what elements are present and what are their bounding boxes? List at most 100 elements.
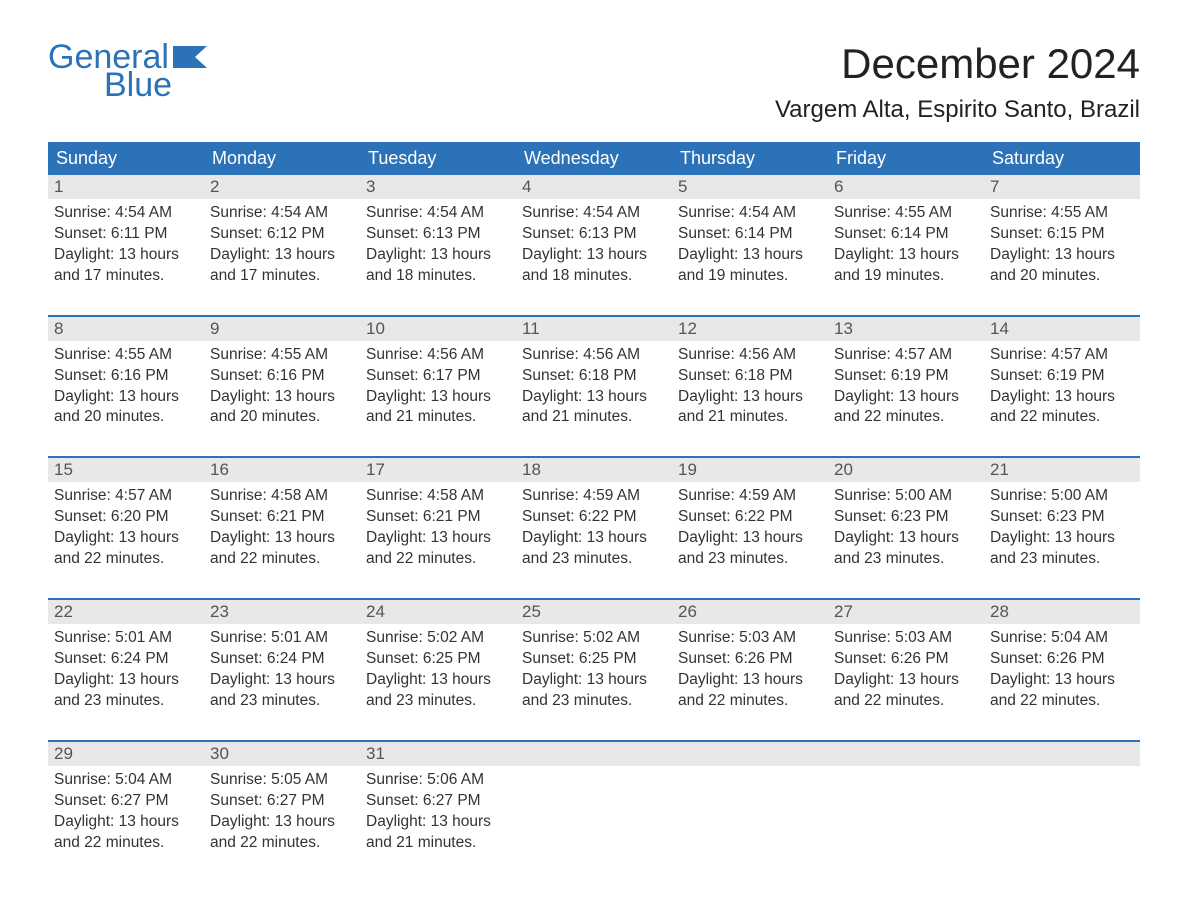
daylight-text-line1: Daylight: 13 hours	[834, 387, 976, 408]
sunset-text: Sunset: 6:26 PM	[834, 649, 976, 670]
daylight-text-line1: Daylight: 13 hours	[210, 670, 352, 691]
day-cell: Sunrise: 5:01 AMSunset: 6:24 PMDaylight:…	[48, 624, 204, 718]
weekday-label: Tuesday	[360, 142, 516, 175]
day-cell: Sunrise: 4:54 AMSunset: 6:12 PMDaylight:…	[204, 199, 360, 293]
day-cell: Sunrise: 5:00 AMSunset: 6:23 PMDaylight:…	[828, 482, 984, 576]
day-cell: Sunrise: 4:58 AMSunset: 6:21 PMDaylight:…	[204, 482, 360, 576]
sunset-text: Sunset: 6:13 PM	[366, 224, 508, 245]
daylight-text-line1: Daylight: 13 hours	[54, 387, 196, 408]
logo-word-blue: Blue	[48, 68, 221, 102]
day-number: 24	[360, 600, 516, 624]
day-number: 2	[204, 175, 360, 199]
day-number: 3	[360, 175, 516, 199]
sunrise-text: Sunrise: 5:01 AM	[54, 628, 196, 649]
day-number-row: 293031	[48, 742, 1140, 766]
day-cell: Sunrise: 4:55 AMSunset: 6:16 PMDaylight:…	[48, 341, 204, 435]
sunset-text: Sunset: 6:25 PM	[366, 649, 508, 670]
daylight-text-line2: and 21 minutes.	[678, 407, 820, 428]
day-number: 31	[360, 742, 516, 766]
day-cells-row: Sunrise: 4:57 AMSunset: 6:20 PM Daylight:…	[48, 482, 1140, 576]
weekday-label: Saturday	[984, 142, 1140, 175]
day-cell: Sunrise: 4:56 AMSunset: 6:18 PMDaylight:…	[516, 341, 672, 435]
day-cell: Sunrise: 4:55 AMSunset: 6:14 PMDaylight:…	[828, 199, 984, 293]
sunrise-text: Sunrise: 5:06 AM	[366, 770, 508, 791]
daylight-text-line2: and 23 minutes.	[678, 549, 820, 570]
daylight-text-line2: and 23 minutes.	[522, 549, 664, 570]
day-cell: Sunrise: 5:02 AMSunset: 6:25 PMDaylight:…	[360, 624, 516, 718]
page-header: General Blue December 2024 Vargem Alta, …	[48, 40, 1140, 124]
daylight-text-line1: Daylight: 13 hours	[54, 812, 196, 833]
day-cell: Sunrise: 5:05 AMSunset: 6:27 PMDaylight:…	[204, 766, 360, 860]
day-number: 4	[516, 175, 672, 199]
daylight-text-line2: and 23 minutes.	[366, 691, 508, 712]
sunset-text: Sunset: 6:27 PM	[366, 791, 508, 812]
daylight-text-line2: and 18 minutes.	[366, 266, 508, 287]
day-number: 19	[672, 458, 828, 482]
sunrise-text: Sunrise: 4:56 AM	[366, 345, 508, 366]
sunset-text: Sunset: 6:18 PM	[522, 366, 664, 387]
sunset-text: Sunset: 6:26 PM	[990, 649, 1132, 670]
daylight-text-line1: Daylight: 13 hours	[678, 528, 820, 549]
daylight-text-line1: Daylight: 13 hours	[210, 812, 352, 833]
calendar-week: 1234567Sunrise: 4:54 AMSunset: 6:11 PMDa…	[48, 175, 1140, 293]
daylight-text-line2: and 22 minutes.	[990, 691, 1132, 712]
sunset-text: Sunset: 6:24 PM	[210, 649, 352, 670]
day-number: 7	[984, 175, 1140, 199]
day-cell	[672, 766, 828, 860]
day-number: 27	[828, 600, 984, 624]
day-cell: Sunrise: 4:57 AMSunset: 6:19 PMDaylight:…	[984, 341, 1140, 435]
day-number: 26	[672, 600, 828, 624]
weekday-label: Monday	[204, 142, 360, 175]
sunset-text: Sunset: 6:27 PM	[54, 791, 196, 812]
sunset-text: Sunset: 6:20 PM	[54, 507, 196, 528]
day-cell: Sunrise: 5:04 AMSunset: 6:27 PMDaylight:…	[48, 766, 204, 860]
sunset-text: Sunset: 6:17 PM	[366, 366, 508, 387]
day-cell: Sunrise: 5:00 AMSunset: 6:23 PMDaylight:…	[984, 482, 1140, 576]
day-cell: Sunrise: 4:58 AMSunset: 6:21 PMDaylight:…	[360, 482, 516, 576]
day-cell: Sunrise: 4:59 AMSunset: 6:22 PMDaylight:…	[516, 482, 672, 576]
day-number: 14	[984, 317, 1140, 341]
daylight-text-line1: Daylight: 13 hours	[366, 670, 508, 691]
day-number: 12	[672, 317, 828, 341]
daylight-text-line1: Daylight: 13 hours	[678, 245, 820, 266]
daylight-text-line2: and 23 minutes.	[210, 691, 352, 712]
daylight-text-line1: Daylight: 13 hours	[54, 670, 196, 691]
sunset-text: Sunset: 6:14 PM	[834, 224, 976, 245]
daylight-text-line2: and 22 minutes.	[834, 691, 976, 712]
sunrise-text: Sunrise: 5:05 AM	[210, 770, 352, 791]
logo: General Blue	[48, 40, 221, 102]
daylight-text-line1: Daylight: 13 hours	[990, 528, 1132, 549]
sunrise-text: Sunrise: 4:55 AM	[990, 203, 1132, 224]
day-number-row: 15161718192021	[48, 458, 1140, 482]
day-cell	[516, 766, 672, 860]
sunset-text: Sunset: 6:19 PM	[834, 366, 976, 387]
day-cell: Sunrise: 4:57 AMSunset: 6:19 PMDaylight:…	[828, 341, 984, 435]
sunrise-text: Sunrise: 5:03 AM	[678, 628, 820, 649]
weekday-header-row: Sunday Monday Tuesday Wednesday Thursday…	[48, 142, 1140, 175]
day-number: 18	[516, 458, 672, 482]
daylight-text-line2: and 17 minutes.	[54, 266, 196, 287]
month-title: December 2024	[775, 40, 1140, 88]
weekday-label: Wednesday	[516, 142, 672, 175]
sunset-text: Sunset: 6:22 PM	[522, 507, 664, 528]
sunset-text: Sunset: 6:18 PM	[678, 366, 820, 387]
sunrise-text: Sunrise: 4:57 AM	[834, 345, 976, 366]
daylight-text-line2: and 20 minutes.	[990, 266, 1132, 287]
sunset-text: Sunset: 6:16 PM	[54, 366, 196, 387]
sunrise-text: Sunrise: 5:02 AM	[522, 628, 664, 649]
sunrise-text: Sunrise: 4:54 AM	[522, 203, 664, 224]
calendar-week: 891011121314Sunrise: 4:55 AMSunset: 6:16…	[48, 315, 1140, 435]
sunrise-text: Sunrise: 5:00 AM	[990, 486, 1132, 507]
day-number: 22	[48, 600, 204, 624]
sunset-text: Sunset: 6:19 PM	[990, 366, 1132, 387]
sunset-text: Sunset: 6:25 PM	[522, 649, 664, 670]
daylight-text-line2: and 21 minutes.	[366, 833, 508, 854]
day-cell: Sunrise: 4:56 AMSunset: 6:17 PMDaylight:…	[360, 341, 516, 435]
day-cell	[828, 766, 984, 860]
daylight-text-line1: Daylight: 13 hours	[522, 387, 664, 408]
daylight-text-line2: and 23 minutes.	[54, 691, 196, 712]
weekday-label: Friday	[828, 142, 984, 175]
day-cell: Sunrise: 5:02 AMSunset: 6:25 PMDaylight:…	[516, 624, 672, 718]
daylight-text-line2: and 22 minutes.	[54, 833, 196, 854]
sunrise-text: Sunrise: 4:57 AM	[54, 486, 196, 507]
